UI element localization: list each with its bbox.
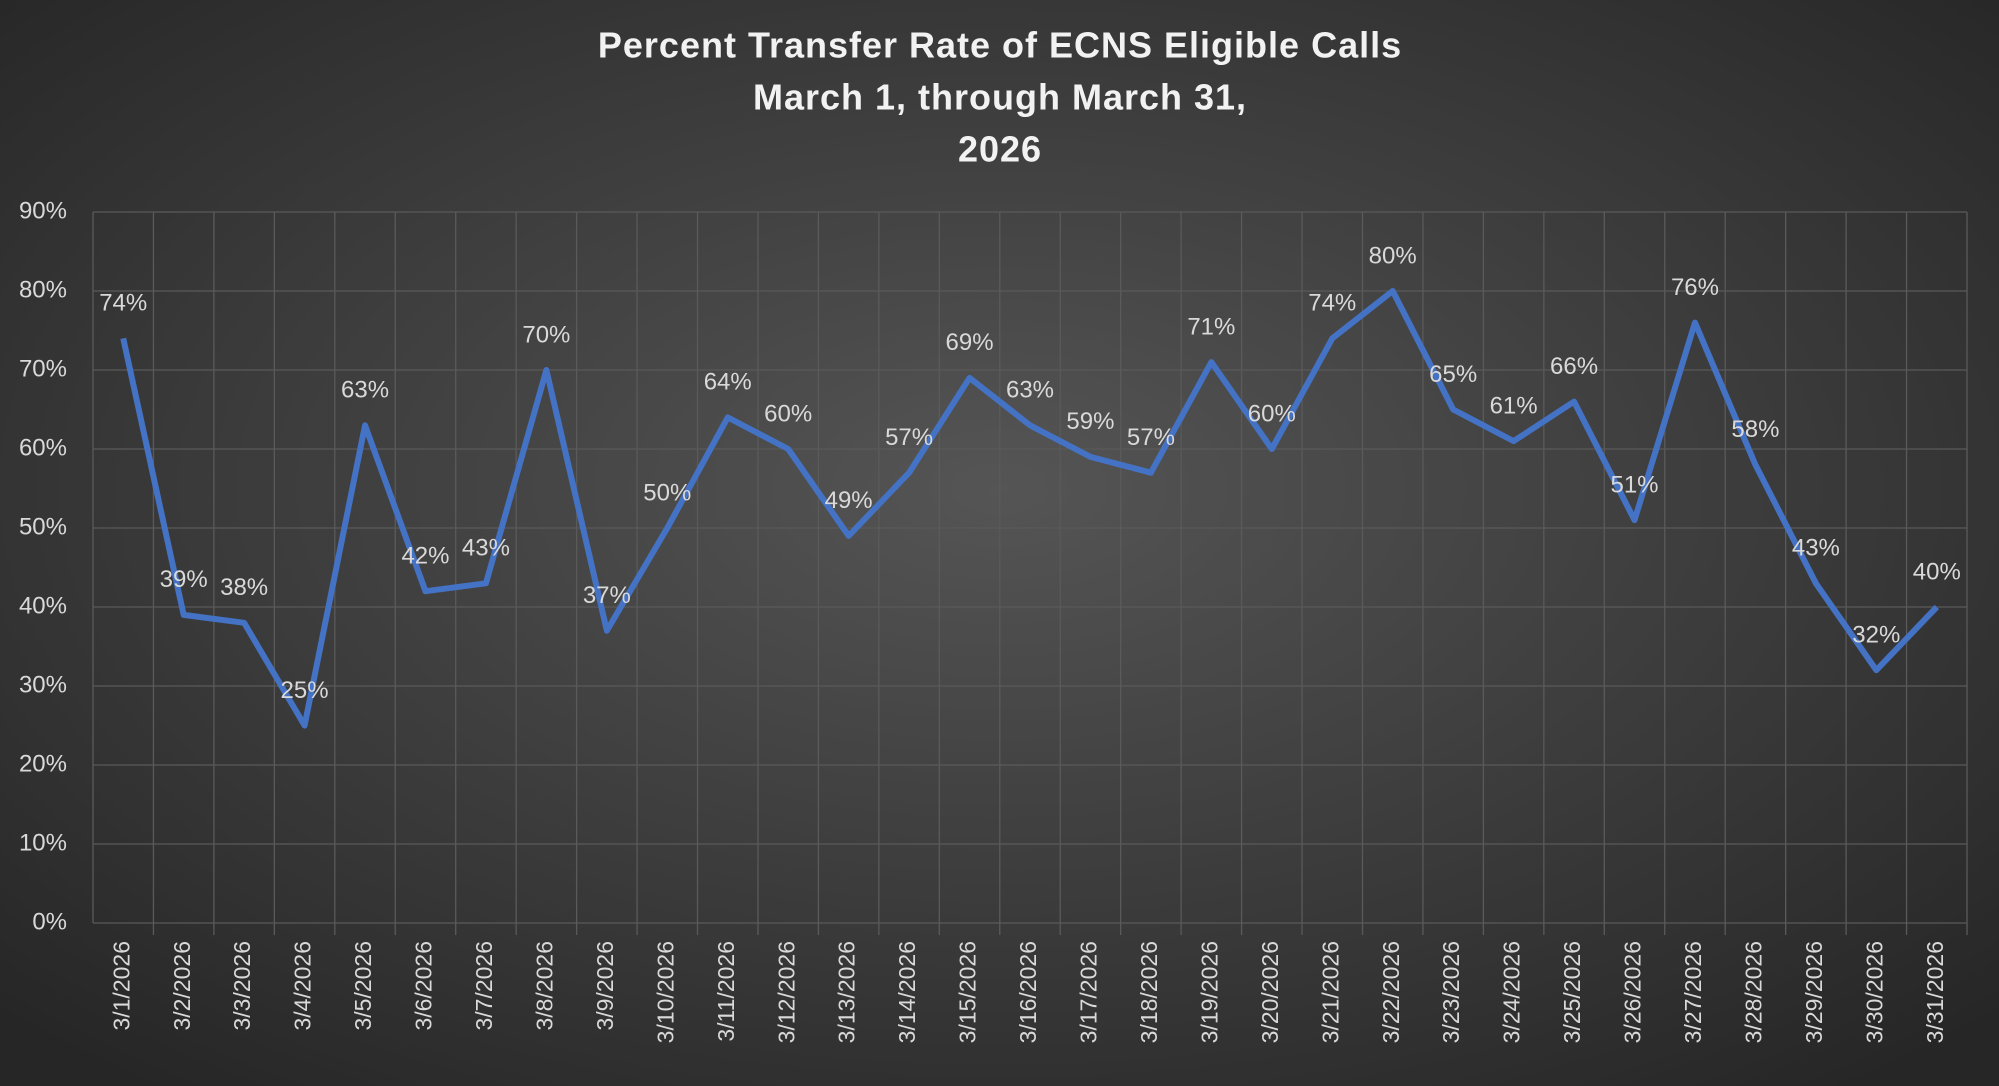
y-tick-label: 70%	[19, 355, 67, 382]
x-tick-label: 3/21/2026	[1317, 941, 1343, 1043]
data-label: 80%	[1369, 242, 1417, 269]
data-label: 37%	[583, 582, 631, 609]
title-line: March 1, through March 31,	[753, 77, 1247, 118]
data-label: 71%	[1187, 313, 1235, 340]
data-label: 74%	[1308, 290, 1356, 317]
x-tick-label: 3/26/2026	[1620, 941, 1646, 1043]
data-label: 65%	[1429, 361, 1477, 388]
data-label: 49%	[825, 487, 873, 514]
x-tick-label: 3/12/2026	[773, 941, 799, 1043]
data-label: 60%	[764, 400, 812, 427]
x-tick-label: 3/27/2026	[1680, 941, 1706, 1043]
data-label: 32%	[1852, 622, 1900, 649]
data-label: 63%	[1006, 377, 1054, 404]
y-tick-label: 40%	[19, 592, 67, 619]
x-tick-label: 3/19/2026	[1196, 941, 1222, 1043]
y-tick-label: 10%	[19, 829, 67, 856]
x-tick-label: 3/4/2026	[290, 941, 316, 1031]
x-tick-label: 3/13/2026	[834, 941, 860, 1043]
x-tick-label: 3/5/2026	[350, 941, 376, 1031]
data-label: 57%	[885, 424, 933, 451]
title-line: Percent Transfer Rate of ECNS Eligible C…	[598, 25, 1402, 66]
data-label: 25%	[281, 677, 329, 704]
x-tick-label: 3/7/2026	[471, 941, 497, 1031]
title-line: 2026	[958, 129, 1042, 170]
y-tick-label: 30%	[19, 671, 67, 698]
x-tick-label: 3/24/2026	[1499, 941, 1525, 1043]
data-label: 61%	[1490, 392, 1538, 419]
y-tick-label: 50%	[19, 513, 67, 540]
data-label: 64%	[704, 369, 752, 396]
x-tick-label: 3/20/2026	[1257, 941, 1283, 1043]
y-tick-label: 20%	[19, 750, 67, 777]
data-label: 39%	[160, 566, 208, 593]
x-tick-label: 3/25/2026	[1559, 941, 1585, 1043]
x-tick-label: 3/2/2026	[169, 941, 195, 1031]
y-tick-label: 60%	[19, 434, 67, 461]
data-label: 38%	[220, 574, 268, 601]
y-tick-label: 80%	[19, 276, 67, 303]
data-label: 43%	[1792, 535, 1840, 562]
x-tick-label: 3/11/2026	[713, 941, 739, 1042]
x-tick-label: 3/22/2026	[1378, 941, 1404, 1043]
data-label: 40%	[1913, 558, 1961, 585]
x-tick-label: 3/1/2026	[108, 941, 134, 1031]
data-label: 50%	[643, 479, 691, 506]
data-label: 69%	[946, 329, 994, 356]
x-tick-label: 3/31/2026	[1922, 941, 1948, 1043]
data-label: 59%	[1066, 408, 1114, 435]
x-tick-label: 3/10/2026	[652, 941, 678, 1043]
data-label: 57%	[1127, 424, 1175, 451]
data-label: 74%	[99, 290, 147, 317]
y-tick-label: 0%	[32, 908, 67, 935]
x-tick-label: 3/18/2026	[1136, 941, 1162, 1043]
x-tick-label: 3/14/2026	[894, 941, 920, 1043]
x-tick-label: 3/15/2026	[955, 941, 981, 1043]
chart-title: Percent Transfer Rate of ECNS Eligible C…	[598, 25, 1402, 170]
x-tick-label: 3/6/2026	[411, 941, 437, 1031]
x-tick-label: 3/28/2026	[1740, 941, 1766, 1043]
data-label: 76%	[1671, 274, 1719, 301]
y-tick-label: 90%	[19, 197, 67, 224]
x-tick-label: 3/9/2026	[592, 941, 618, 1031]
x-tick-label: 3/3/2026	[229, 941, 255, 1031]
x-tick-label: 3/23/2026	[1438, 941, 1464, 1043]
series-line	[120, 288, 1939, 729]
data-label: 42%	[401, 543, 449, 570]
x-tick-label: 3/17/2026	[1076, 941, 1102, 1043]
data-label: 60%	[1248, 400, 1296, 427]
data-label: 66%	[1550, 353, 1598, 380]
x-tick-label: 3/29/2026	[1801, 941, 1827, 1043]
data-label: 51%	[1610, 471, 1658, 498]
x-tick-label: 3/8/2026	[531, 941, 557, 1031]
x-tick-label: 3/30/2026	[1861, 941, 1887, 1043]
data-label: 43%	[462, 535, 510, 562]
data-label: 63%	[341, 377, 389, 404]
x-tick-label: 3/16/2026	[1015, 941, 1041, 1043]
data-label: 58%	[1731, 416, 1779, 443]
data-label: 70%	[522, 321, 570, 348]
